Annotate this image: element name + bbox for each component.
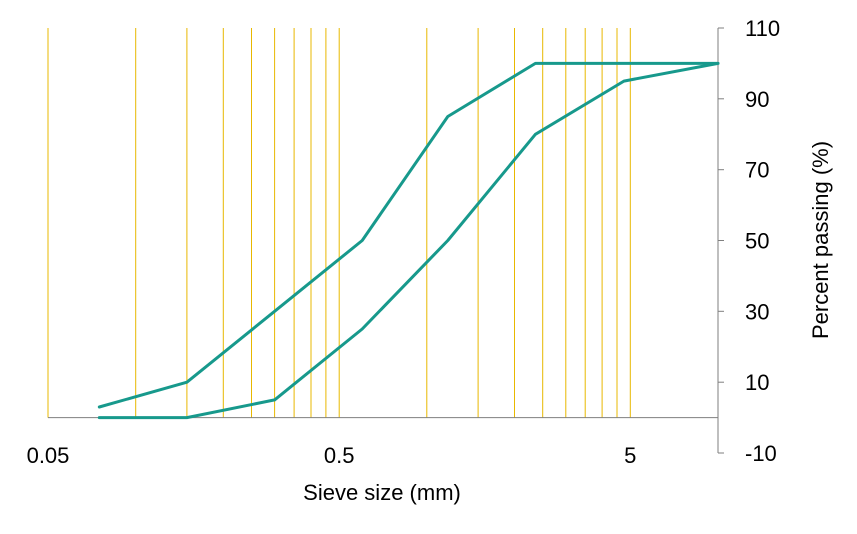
x-tick-label-1: 0.5 [324,443,355,468]
y-tick-labels: 110 90 70 50 30 10 -10 [745,16,780,466]
y-tick-label-1: 90 [745,87,769,112]
y-tick-label-4: 30 [745,299,769,324]
x-axis-title: Sieve size (mm) [303,480,461,505]
x-tick-label-2: 5 [624,443,636,468]
axes [48,27,724,454]
y-tick-label-5: 10 [745,370,769,395]
vertical-gridlines [47,28,631,418]
y-tick-label-2: 70 [745,158,769,183]
y-tick-label-6: -10 [745,441,777,466]
y-tick-label-3: 50 [745,229,769,254]
y-tick-label-0: 110 [745,16,780,41]
data-series [97,61,720,420]
y-axis-title: Percent passing (%) [808,141,833,339]
series-line-1 [97,61,720,409]
x-tick-labels: 0.05 0.5 5 [27,443,637,468]
x-tick-label-0: 0.05 [27,443,70,468]
series-line-2 [97,61,720,420]
